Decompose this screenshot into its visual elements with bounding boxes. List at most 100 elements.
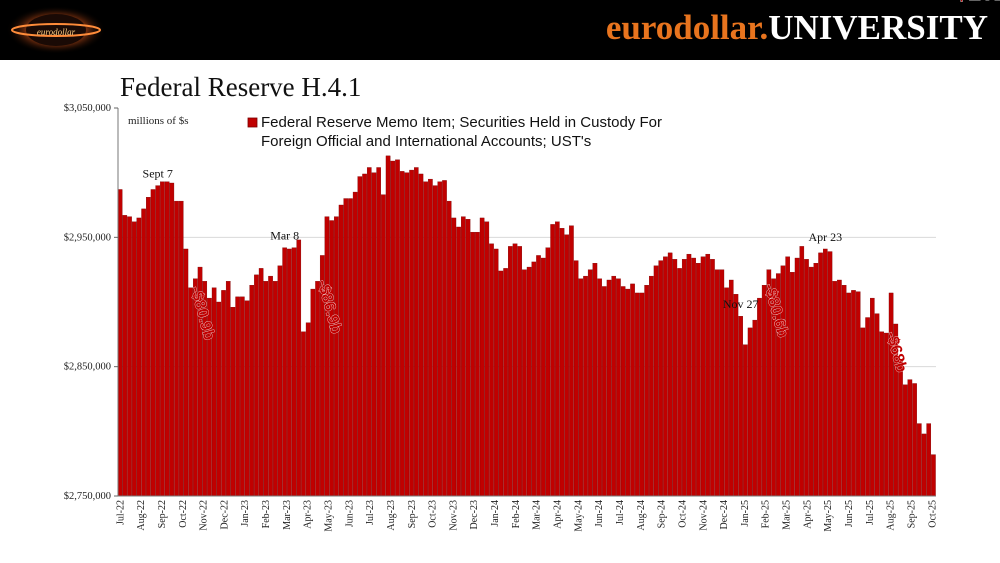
bar xyxy=(540,257,546,497)
bar xyxy=(216,301,222,497)
x-tick-label: Aug-22 xyxy=(136,500,147,531)
bar xyxy=(625,288,631,497)
bar xyxy=(188,287,193,497)
header-bar: eurodollar eurodollar.UNIVERSITY xyxy=(0,0,1000,60)
bar xyxy=(423,181,428,497)
bar xyxy=(301,331,306,497)
x-tick-label: Mar-24 xyxy=(532,500,543,530)
x-tick-label: Apr-23 xyxy=(303,500,314,529)
bar xyxy=(743,344,748,497)
bar xyxy=(413,167,419,497)
bar xyxy=(315,281,320,497)
x-tick-label: Oct-25 xyxy=(927,500,938,528)
x-tick-label: May-23 xyxy=(323,500,334,532)
bar xyxy=(324,216,330,497)
bar xyxy=(686,253,692,497)
bar xyxy=(794,257,800,497)
bar xyxy=(752,319,758,497)
bar xyxy=(611,275,617,497)
bar xyxy=(700,256,706,497)
bar xyxy=(310,288,316,497)
x-tick-label: Apr-24 xyxy=(552,500,563,529)
bar xyxy=(263,281,269,497)
bar xyxy=(475,231,480,497)
date-annotation: Mar 8 xyxy=(270,229,299,243)
bar xyxy=(855,291,861,497)
bar xyxy=(804,259,809,497)
change-annotation: -$161.9b xyxy=(948,0,1000,5)
bar xyxy=(296,239,302,497)
logo-core xyxy=(26,14,86,46)
legend-swatch xyxy=(247,117,258,128)
bar xyxy=(761,285,767,497)
x-tick-label: Sep-23 xyxy=(407,500,418,528)
brand-wordmark[interactable]: eurodollar.UNIVERSITY xyxy=(606,6,988,50)
x-tick-label: Dec-23 xyxy=(469,500,480,529)
bar xyxy=(235,296,240,497)
x-tick-label: May-24 xyxy=(573,500,584,532)
bar xyxy=(879,331,884,497)
bar xyxy=(785,256,790,497)
bar xyxy=(221,290,226,497)
bar xyxy=(649,275,654,497)
x-tick-label: Oct-22 xyxy=(178,500,189,528)
x-tick-label: Feb-25 xyxy=(761,500,772,528)
bar xyxy=(931,454,936,497)
x-tick-label: Nov-24 xyxy=(698,500,709,531)
bar xyxy=(564,234,570,497)
x-tick-label: Jun-25 xyxy=(844,500,855,527)
bar xyxy=(606,279,612,497)
bar xyxy=(428,178,433,497)
axes xyxy=(117,108,936,497)
bar xyxy=(131,221,137,497)
eurodollar-logo[interactable]: eurodollar xyxy=(4,2,108,56)
brand-suffix: UNIVERSITY xyxy=(768,8,988,47)
bar xyxy=(550,224,555,497)
bar xyxy=(254,274,259,497)
bar xyxy=(705,253,711,497)
bar xyxy=(634,292,640,497)
bar xyxy=(141,208,146,497)
bar xyxy=(602,286,607,497)
bar xyxy=(592,263,598,497)
bar xyxy=(578,278,584,497)
x-tick-label: Jan-24 xyxy=(490,500,501,527)
bar xyxy=(757,297,762,497)
bar xyxy=(917,423,922,497)
bar xyxy=(160,181,165,497)
bar xyxy=(808,266,814,497)
logo-text: eurodollar xyxy=(37,27,76,37)
bar xyxy=(437,181,443,497)
bar xyxy=(169,182,175,497)
bar xyxy=(545,247,551,497)
bar xyxy=(338,204,344,497)
bar xyxy=(681,259,687,497)
bar xyxy=(583,275,588,497)
x-tick-label: Aug-24 xyxy=(636,500,647,531)
y-tick-label: $2,750,000 xyxy=(64,491,111,502)
x-axis-ticks: Jul-22 Aug-22 Sep-22 Oct-22 Nov-22 Dec-22 Jan-… xyxy=(115,500,938,532)
bar xyxy=(479,217,485,497)
x-tick-label: Jul-23 xyxy=(365,500,376,525)
bar xyxy=(442,180,447,497)
bar xyxy=(555,221,560,497)
x-tick-label: Mar-23 xyxy=(282,500,293,530)
bar xyxy=(837,279,842,497)
bar xyxy=(470,231,475,497)
bar xyxy=(827,251,833,497)
x-tick-label: Sep-22 xyxy=(157,500,168,528)
x-tick-label: Dec-24 xyxy=(719,500,730,529)
legend-line-1: Federal Reserve Memo Item; Securities He… xyxy=(261,114,662,131)
bar xyxy=(573,260,579,497)
bar xyxy=(451,217,457,497)
bar xyxy=(183,248,189,497)
x-tick-label: Nov-22 xyxy=(199,500,210,531)
bar xyxy=(884,332,889,497)
x-tick-label: Dec-22 xyxy=(219,500,230,529)
bar xyxy=(348,198,353,497)
bar xyxy=(399,171,405,497)
bar xyxy=(122,215,128,497)
bar xyxy=(902,384,908,497)
bar xyxy=(691,257,696,497)
